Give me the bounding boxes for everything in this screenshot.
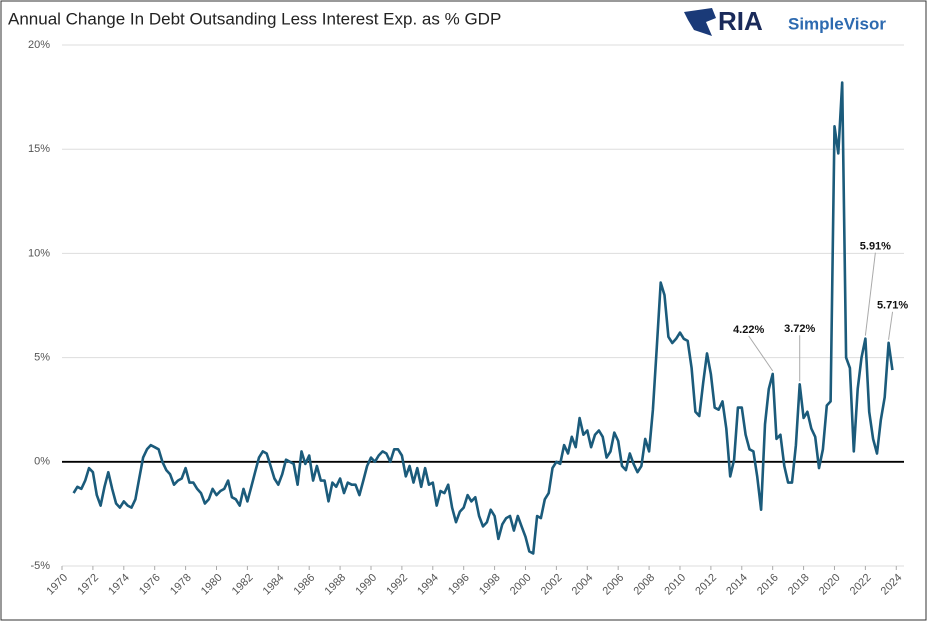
annotation-label: 3.72%: [784, 323, 815, 335]
y-tick-label: -5%: [30, 560, 50, 572]
annotation-leader: [864, 252, 876, 336]
chart-title: Annual Change In Debt Outsanding Less In…: [8, 9, 501, 28]
y-tick-label: 10%: [28, 247, 50, 259]
annotation-label: 5.91%: [860, 241, 891, 253]
logo-brand: RIA: [718, 6, 763, 36]
annotation-leader: [888, 311, 894, 340]
logo-icon: [684, 8, 716, 36]
y-tick-label: 15%: [28, 143, 50, 155]
y-tick-label: 20%: [28, 39, 50, 51]
annotation-leader: [748, 335, 774, 372]
logo: RIA SimpleVisor: [684, 6, 886, 36]
y-tick-label: 0%: [34, 456, 50, 468]
logo-product: SimpleVisor: [788, 14, 886, 33]
y-tick-label: 5%: [34, 352, 50, 364]
series-line: [72, 81, 894, 555]
annotation-label: 5.71%: [877, 300, 908, 312]
annotation-label: 4.22%: [733, 324, 764, 336]
